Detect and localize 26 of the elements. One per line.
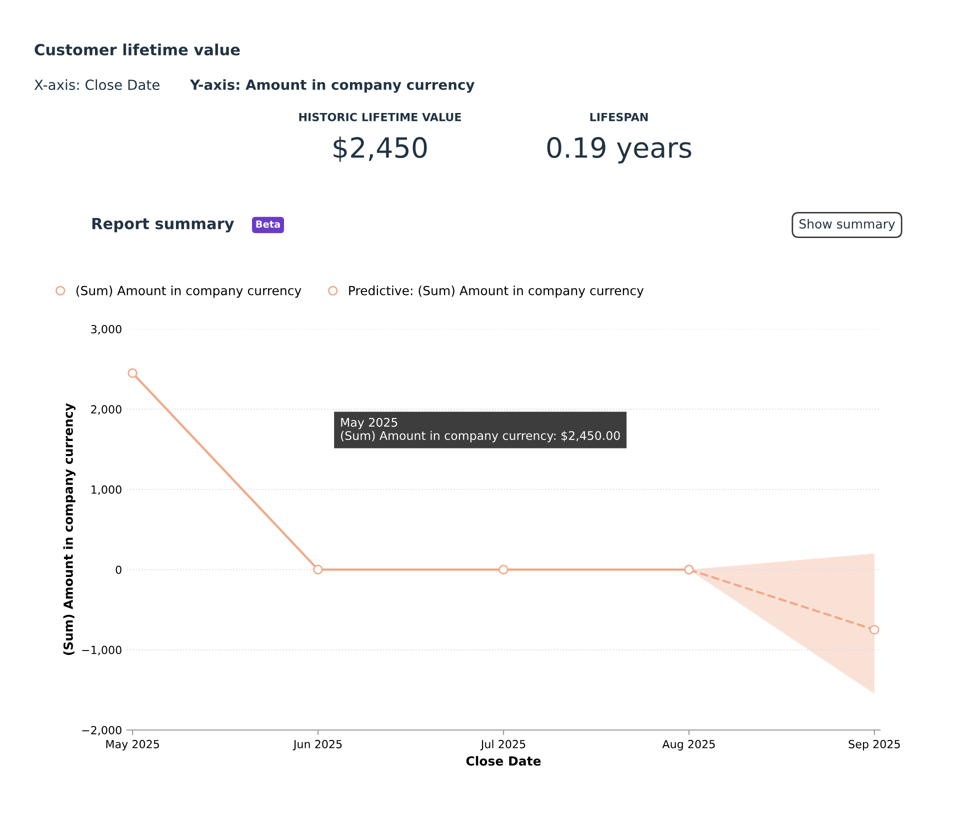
x-axis-title: Close Date — [466, 756, 541, 766]
x-tick-label: Jul 2025 — [480, 740, 526, 750]
text: $2,450 — [334, 136, 427, 162]
x-tick-label: Jun 2025 — [292, 740, 342, 750]
x-tick-label: Aug 2025 — [662, 740, 715, 750]
text: X-axis: Close Date — [34, 79, 160, 90]
chart-title: Customer lifetime value — [34, 44, 240, 56]
x-tick-label: May 2025 — [106, 740, 159, 750]
text: HISTORIC LIFETIME VALUE — [299, 112, 461, 122]
text: Show summary — [799, 218, 895, 232]
text: Report summary — [92, 218, 234, 232]
y-tick-label: 3,000 — [91, 324, 122, 335]
legend-label: (Sum) Amount in company currency — [76, 286, 302, 298]
text: Beta — [256, 220, 280, 228]
y-tick-label: −2,000 — [82, 726, 122, 736]
x-tick-label: Sep 2025 — [848, 740, 900, 750]
y-axis-title: (Sum) Amount in company currency — [63, 403, 76, 655]
y-tick-label: 1,000 — [92, 485, 122, 495]
legend-label: Predictive: (Sum) Amount in company currency — [349, 286, 644, 298]
annotation: May 2025 (Sum) Amount in company currency: $2,450.00 — [341, 418, 620, 442]
text: LIFESPAN — [590, 112, 648, 122]
text: 0.19 years — [547, 137, 692, 164]
y-tick-label: 2,000 — [91, 405, 122, 415]
text: Y-axis: Amount in company currency — [190, 79, 475, 93]
y-tick-label: 0 — [116, 566, 122, 574]
y-tick-label: −1,000 — [82, 646, 122, 656]
